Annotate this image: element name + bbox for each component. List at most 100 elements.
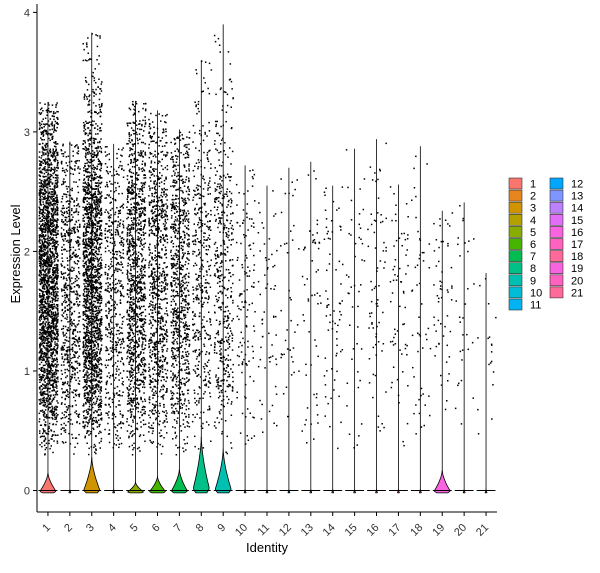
data-point bbox=[95, 452, 97, 455]
data-point bbox=[94, 138, 96, 140]
data-point bbox=[85, 256, 88, 258]
data-point bbox=[61, 373, 63, 375]
data-point bbox=[49, 250, 52, 252]
data-point bbox=[95, 105, 97, 107]
data-point bbox=[83, 167, 85, 169]
data-point bbox=[84, 397, 86, 400]
data-point bbox=[53, 272, 55, 274]
data-point bbox=[70, 419, 72, 421]
data-point bbox=[91, 358, 94, 360]
data-point bbox=[49, 236, 52, 238]
data-point bbox=[41, 215, 44, 218]
data-point bbox=[45, 406, 47, 408]
data-point bbox=[73, 201, 75, 203]
data-point bbox=[95, 376, 98, 378]
data-point bbox=[45, 315, 47, 317]
data-point bbox=[40, 132, 43, 134]
data-point bbox=[75, 389, 77, 392]
data-point bbox=[42, 268, 44, 270]
data-point bbox=[69, 201, 72, 203]
data-point bbox=[60, 378, 62, 380]
data-point bbox=[49, 403, 51, 405]
data-point bbox=[39, 376, 42, 378]
data-point bbox=[110, 233, 113, 235]
data-point bbox=[77, 341, 79, 344]
data-point bbox=[98, 425, 100, 428]
data-point bbox=[50, 162, 52, 164]
data-point bbox=[41, 357, 43, 359]
data-point bbox=[91, 150, 94, 152]
data-point bbox=[50, 348, 52, 350]
data-point bbox=[118, 390, 121, 392]
data-point bbox=[90, 302, 92, 304]
data-point bbox=[101, 238, 103, 241]
data-point bbox=[43, 198, 46, 200]
data-point bbox=[93, 92, 96, 94]
data-point bbox=[41, 392, 44, 394]
data-point bbox=[60, 149, 63, 152]
data-point bbox=[77, 414, 80, 416]
data-point bbox=[87, 320, 90, 323]
data-point bbox=[44, 129, 46, 131]
data-point bbox=[86, 43, 88, 46]
data-point bbox=[65, 193, 68, 196]
data-point bbox=[44, 454, 46, 456]
data-point bbox=[50, 286, 52, 288]
data-point bbox=[90, 333, 92, 335]
data-point bbox=[73, 291, 75, 293]
data-point bbox=[95, 327, 97, 329]
data-point bbox=[109, 340, 112, 342]
data-point bbox=[68, 273, 70, 275]
data-point bbox=[88, 151, 90, 153]
data-point bbox=[42, 253, 45, 255]
data-point bbox=[54, 338, 57, 341]
data-point bbox=[70, 300, 72, 303]
data-point bbox=[56, 164, 59, 167]
data-point bbox=[86, 442, 88, 444]
data-point bbox=[45, 285, 47, 287]
data-point bbox=[40, 398, 42, 400]
data-point bbox=[95, 341, 98, 343]
data-point bbox=[39, 178, 41, 181]
data-point bbox=[41, 304, 44, 306]
data-point bbox=[62, 205, 64, 207]
data-point bbox=[64, 397, 67, 400]
data-point bbox=[99, 323, 101, 325]
data-point bbox=[42, 325, 44, 327]
data-point bbox=[44, 302, 47, 304]
data-point bbox=[83, 376, 86, 378]
data-point bbox=[105, 197, 108, 199]
data-point bbox=[43, 255, 46, 257]
data-point bbox=[84, 193, 87, 196]
data-point bbox=[56, 206, 58, 209]
data-point bbox=[55, 236, 58, 239]
data-point bbox=[90, 205, 92, 207]
data-point bbox=[40, 290, 43, 292]
data-point bbox=[93, 336, 96, 338]
data-point bbox=[51, 195, 53, 197]
data-point bbox=[43, 367, 45, 370]
data-point bbox=[98, 63, 100, 65]
data-point bbox=[56, 305, 59, 308]
data-point bbox=[89, 197, 91, 199]
data-point bbox=[100, 104, 103, 107]
data-point bbox=[53, 326, 56, 329]
data-point bbox=[88, 295, 91, 298]
data-point bbox=[85, 282, 87, 284]
data-point bbox=[51, 203, 53, 206]
data-point bbox=[64, 211, 66, 213]
data-point bbox=[48, 195, 50, 198]
data-point bbox=[45, 206, 47, 208]
data-point bbox=[39, 388, 41, 390]
data-point bbox=[56, 204, 59, 206]
data-point bbox=[47, 350, 50, 353]
data-point bbox=[92, 320, 94, 323]
data-point bbox=[54, 343, 56, 345]
data-point bbox=[56, 185, 59, 187]
data-point bbox=[45, 264, 47, 267]
data-point bbox=[44, 325, 47, 327]
data-point bbox=[46, 348, 48, 350]
data-point bbox=[39, 204, 42, 206]
data-point bbox=[87, 171, 90, 173]
data-point bbox=[65, 168, 67, 171]
